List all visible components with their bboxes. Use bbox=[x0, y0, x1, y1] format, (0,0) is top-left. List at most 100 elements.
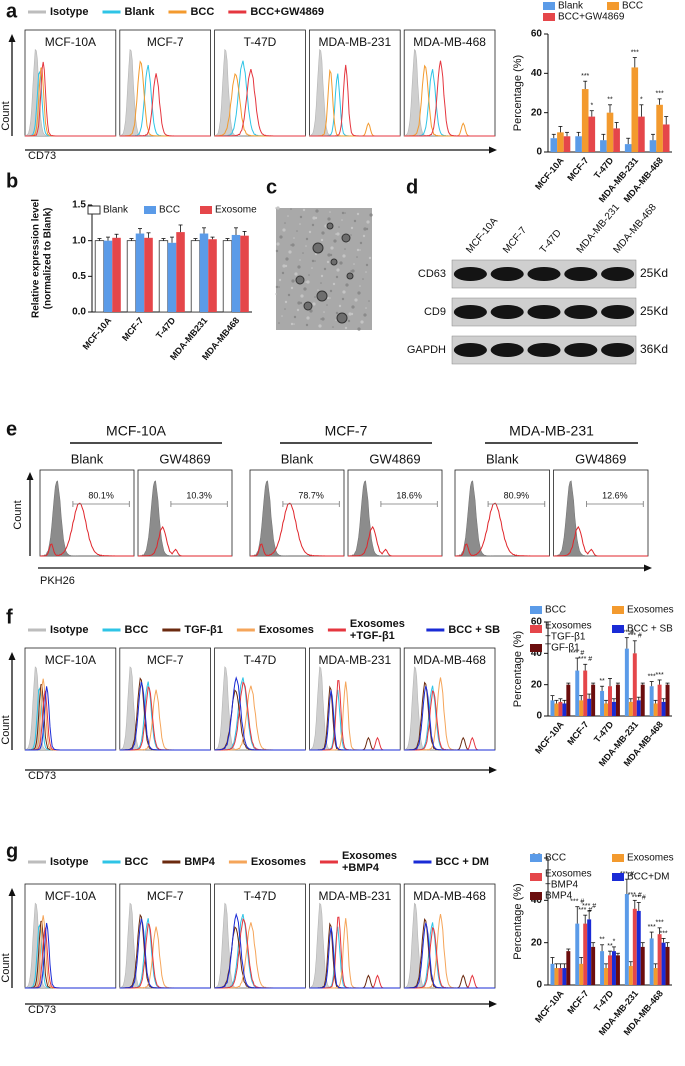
blot-band bbox=[490, 305, 524, 319]
significance-label: ** bbox=[607, 943, 613, 950]
legend-label: BCC bbox=[190, 6, 214, 18]
size-label: 25Kd bbox=[640, 304, 668, 318]
bar bbox=[587, 919, 592, 985]
legend-label: Exosomes bbox=[251, 856, 306, 868]
tem-grain bbox=[344, 326, 348, 330]
tem-grain bbox=[284, 308, 286, 310]
tem-grain bbox=[366, 220, 370, 224]
tem-grain bbox=[359, 285, 361, 287]
significance-label: *** bbox=[656, 920, 664, 927]
bar bbox=[653, 968, 658, 985]
panel-letter: e bbox=[6, 418, 17, 440]
arrow-head bbox=[26, 472, 34, 480]
legend-label: Exosomes bbox=[259, 624, 314, 636]
bar bbox=[575, 136, 582, 152]
panel-title: GW4869 bbox=[575, 451, 626, 466]
bar bbox=[615, 684, 620, 716]
x-tick-label: T-47D bbox=[592, 155, 616, 181]
significance-label: *** bbox=[648, 673, 656, 680]
bar bbox=[176, 232, 185, 312]
legend-label: Blank bbox=[103, 205, 129, 216]
tem-grain bbox=[305, 323, 309, 327]
legend-swatch bbox=[530, 625, 542, 633]
legend-label: BCC+GW4869 bbox=[558, 12, 625, 23]
flow-histogram bbox=[214, 912, 306, 989]
bar bbox=[167, 242, 177, 312]
tem-grain bbox=[336, 232, 340, 236]
tem-grain bbox=[282, 264, 286, 268]
flow-histogram bbox=[119, 681, 211, 751]
bar bbox=[631, 67, 639, 152]
bar bbox=[636, 700, 641, 716]
bar bbox=[575, 923, 580, 985]
legend-label: BCC bbox=[622, 1, 643, 12]
tem-grain bbox=[350, 270, 352, 272]
bar bbox=[588, 116, 596, 152]
tem-grain bbox=[314, 296, 316, 298]
exosome bbox=[303, 301, 313, 311]
y-axis-label: Relative expression level bbox=[31, 199, 42, 318]
gate-percent: 10.3% bbox=[186, 490, 212, 500]
bar bbox=[665, 946, 670, 985]
tem-grain bbox=[318, 324, 322, 328]
tem-grain bbox=[362, 278, 364, 280]
tem-grain bbox=[275, 293, 277, 295]
x-tick-label: MCF-10A bbox=[533, 988, 566, 1025]
arrow-head bbox=[489, 1000, 497, 1008]
bar bbox=[579, 700, 584, 716]
significance-label: *** bbox=[631, 49, 639, 56]
tem-grain bbox=[290, 208, 292, 210]
panel-title: Blank bbox=[281, 451, 314, 466]
panel-title: T-47D bbox=[244, 889, 277, 903]
panel-title: GW4869 bbox=[369, 451, 420, 466]
legend-label: TGF-β1 bbox=[545, 643, 580, 654]
y-tick-label: 60 bbox=[531, 617, 543, 628]
protein-label: CD63 bbox=[418, 268, 446, 280]
x-tick-label: MCF-7 bbox=[565, 719, 590, 746]
bar bbox=[613, 128, 620, 152]
pkh26-histogram bbox=[138, 525, 232, 557]
blot-band bbox=[453, 305, 487, 319]
panel-title: MDA-MB-231 bbox=[318, 35, 391, 49]
tem-grain bbox=[305, 281, 307, 283]
tem-grain bbox=[333, 239, 337, 243]
legend-label: Isotype bbox=[50, 856, 89, 868]
bar bbox=[615, 955, 620, 985]
lane-label: MCF-7 bbox=[501, 225, 529, 256]
x-tick-label: T-47D bbox=[154, 315, 178, 341]
blot-band bbox=[601, 343, 635, 357]
tem-grain bbox=[297, 301, 301, 305]
legend-label: Exosomes +TGF-β1 bbox=[350, 618, 405, 642]
tem-grain bbox=[350, 312, 354, 316]
bar bbox=[628, 701, 633, 716]
significance-label: *** bbox=[659, 930, 667, 937]
bar bbox=[575, 670, 580, 716]
blot-band bbox=[490, 343, 524, 357]
y-tick-label: 20 bbox=[531, 937, 543, 948]
significance-label: *** # bbox=[632, 894, 646, 901]
tem-grain bbox=[287, 293, 291, 297]
legend-label: Exosomes bbox=[627, 605, 674, 616]
bar bbox=[103, 240, 113, 312]
tem-grain bbox=[368, 256, 372, 260]
tem-grain bbox=[344, 212, 346, 214]
tem-grain bbox=[323, 311, 325, 313]
panel-title: MDA-MB-231 bbox=[318, 653, 391, 667]
gate-percent: 12.6% bbox=[602, 490, 628, 500]
tem-grain bbox=[354, 298, 358, 302]
bar bbox=[587, 698, 592, 716]
tem-grain bbox=[321, 317, 325, 321]
tem-grain bbox=[326, 260, 330, 264]
tem-grain bbox=[327, 217, 331, 221]
bar bbox=[606, 112, 614, 152]
tem-grain bbox=[357, 327, 361, 331]
bar bbox=[591, 946, 596, 985]
bar bbox=[158, 240, 169, 313]
flow-histogram bbox=[404, 685, 495, 751]
flow-histogram bbox=[309, 927, 401, 989]
panel-letter: b bbox=[6, 170, 18, 192]
blot-band bbox=[601, 305, 635, 319]
x-tick-label: T-47D bbox=[592, 988, 616, 1014]
tem-grain bbox=[338, 226, 340, 228]
bar bbox=[583, 670, 588, 716]
